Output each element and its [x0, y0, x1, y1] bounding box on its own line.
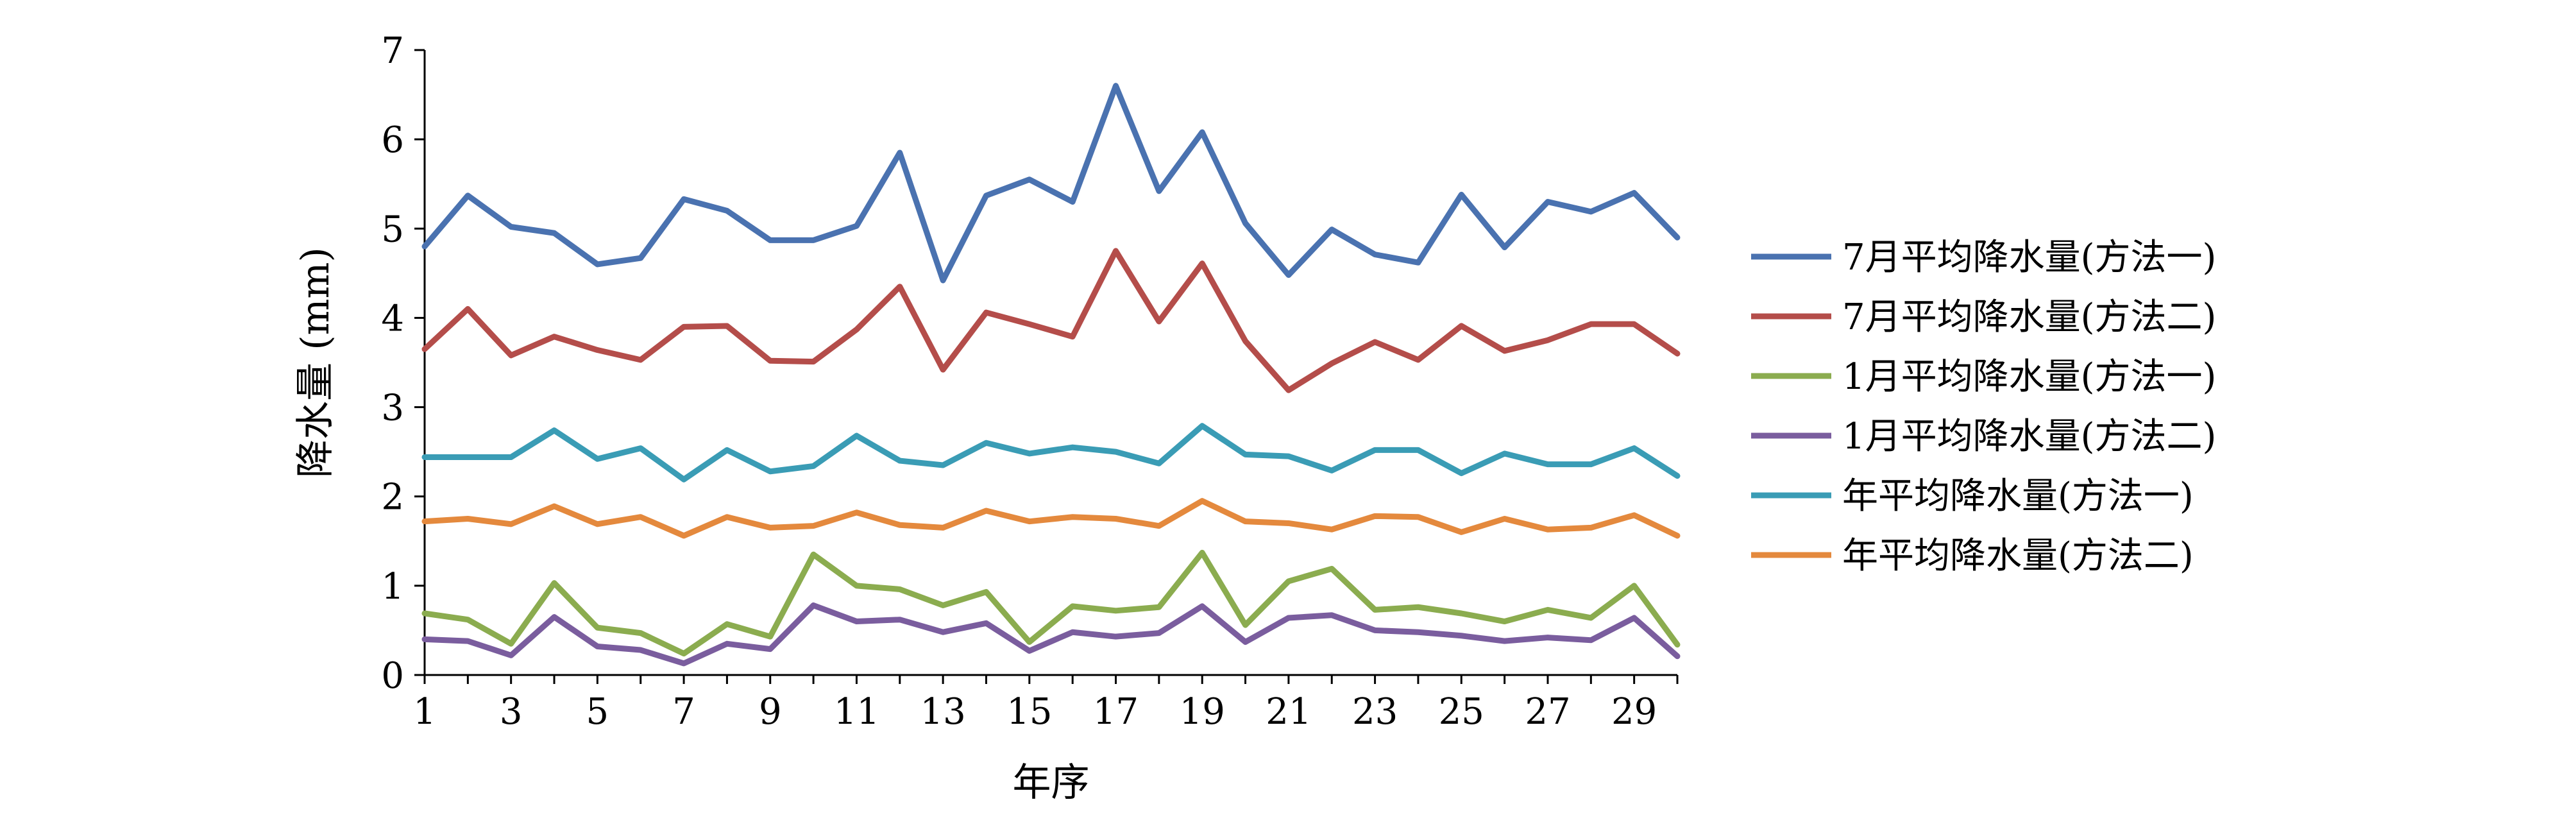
- x-tick-label: 1: [413, 691, 436, 733]
- x-tick-label: 5: [586, 691, 609, 733]
- y-tick-label: 3: [381, 388, 404, 429]
- y-ticks: 0 1 2 3 4 5 6 7: [381, 30, 425, 697]
- y-tick-label: 7: [381, 30, 404, 72]
- x-tick-label: 27: [1525, 691, 1570, 733]
- x-tick-label: 23: [1352, 691, 1398, 733]
- legend-label-2: 7月平均降水量(方法二): [1842, 296, 2216, 338]
- legend-label-4: 1月平均降水量(方法二): [1842, 416, 2216, 457]
- y-tick-label: 6: [381, 119, 404, 161]
- y-tick-label: 0: [381, 655, 404, 697]
- series-layer: [421, 83, 1681, 667]
- legend-label-3: 1月平均降水量(方法一): [1842, 356, 2216, 398]
- series-line-5: [421, 423, 1681, 483]
- x-tick-label: 7: [672, 691, 695, 733]
- x-tick-label: 25: [1439, 691, 1484, 733]
- y-axis-title: 降水量 (mm): [293, 247, 338, 478]
- y-tick-label: 2: [381, 477, 404, 518]
- x-tick-label: 3: [500, 691, 523, 733]
- x-tick-label: 9: [759, 691, 782, 733]
- y-tick-label: 1: [381, 566, 404, 608]
- y-tick-label: 5: [381, 209, 404, 250]
- series-line-4: [421, 602, 1681, 667]
- x-axis-title: 年序: [1013, 760, 1090, 805]
- x-ticks: 1 3 5 7 9 11 13 15 17 19 21 23 25 27 29: [413, 675, 1679, 733]
- x-tick-label: 17: [1093, 691, 1139, 733]
- series-line-3: [421, 549, 1681, 657]
- legend-label-5: 年平均降水量(方法一): [1842, 475, 2194, 517]
- y-tick-label: 4: [381, 298, 404, 339]
- x-tick-label: 13: [920, 691, 966, 733]
- x-tick-label: 19: [1180, 691, 1225, 733]
- legend: 7月平均降水量(方法一) 7月平均降水量(方法二) 1月平均降水量(方法一) 1月平均…: [1751, 237, 2216, 577]
- series-line-1: [421, 83, 1681, 284]
- series-line-2: [421, 248, 1681, 393]
- x-tick-label: 11: [834, 691, 879, 733]
- legend-label-1: 7月平均降水量(方法一): [1842, 237, 2216, 278]
- legend-label-6: 年平均降水量(方法二): [1842, 535, 2194, 577]
- x-tick-label: 29: [1611, 691, 1657, 733]
- x-tick-label: 15: [1006, 691, 1052, 733]
- x-tick-label: 21: [1266, 691, 1311, 733]
- series-line-6: [421, 498, 1681, 539]
